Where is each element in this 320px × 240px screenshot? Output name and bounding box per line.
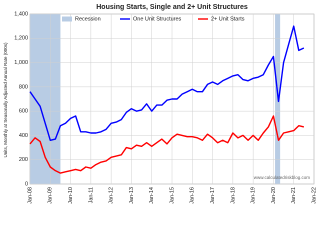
y-tick-label: 1,000 — [14, 60, 28, 66]
y-tick-label: 1,200 — [14, 36, 28, 42]
legend-label: 2+ Unit Starts — [211, 16, 245, 22]
x-tick-label: Jan-08 — [27, 187, 33, 204]
x-tick-label: Jan-10 — [68, 187, 74, 204]
page: Housing Starts, Single and 2+ Unit Struc… — [3, 3, 318, 204]
x-tick-label: Jan-22 — [311, 187, 317, 204]
y-tick-label: 800 — [19, 84, 28, 90]
y-axis-label: Units, Monthly at Seasonally Adjusted An… — [3, 42, 8, 158]
series-line — [29, 25, 305, 141]
x-tick-label: Jan-13 — [129, 187, 135, 204]
x-tick-label: Jan-20 — [271, 187, 277, 204]
x-tick-label: Jan-17 — [210, 187, 216, 204]
x-tick-label: Jan-16 — [190, 187, 196, 204]
y-tick-label: 600 — [19, 109, 28, 115]
chart-title: Housing Starts, Single and 2+ Unit Struc… — [96, 4, 248, 11]
legend-label: One Unit Structures — [133, 16, 182, 22]
x-tick-label: Jan-21 — [291, 187, 297, 204]
legend-label: Recession — [75, 16, 101, 22]
x-tick-label: Jan-15 — [169, 187, 175, 204]
x-tick-label: Jan-18 — [230, 187, 236, 204]
legend-swatch — [62, 16, 72, 22]
y-tick-label: 1,400 — [14, 11, 28, 17]
series-line — [29, 115, 305, 174]
x-tick-label: Jan-12 — [109, 187, 115, 204]
y-tick-label: 400 — [19, 133, 28, 139]
y-tick-label: 0 — [25, 181, 28, 187]
watermark: www.calculatedriskblog.com — [254, 175, 311, 180]
x-tick-label: Jan-09 — [48, 187, 54, 204]
x-tick-label: Jan-19 — [251, 187, 257, 204]
chart: Housing Starts, Single and 2+ Unit Struc… — [3, 4, 317, 204]
x-tick-label: Jan-11 — [88, 187, 94, 203]
y-tick-label: 200 — [19, 157, 28, 163]
x-tick-label: Jan-14 — [149, 187, 155, 204]
